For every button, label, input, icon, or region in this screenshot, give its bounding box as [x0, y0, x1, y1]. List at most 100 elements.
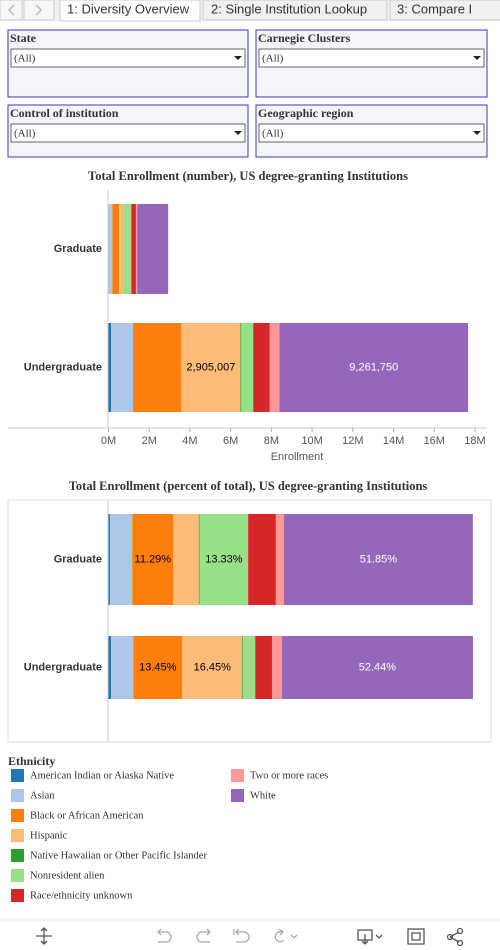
tab[interactable] [389, 0, 500, 21]
tab-label[interactable]: 1: Diversity Overview [67, 1, 190, 16]
filter-dropdown[interactable] [258, 48, 485, 68]
bar-segment[interactable]: Asian [109, 514, 133, 605]
bar-segment[interactable]: Nonresident alien [241, 323, 254, 412]
bar-segment[interactable]: White [283, 514, 473, 605]
bar-segment[interactable]: Nonresident alien [199, 514, 249, 605]
bar-segment[interactable]: Black or African American [132, 514, 174, 605]
bar-segment[interactable]: Asian [111, 323, 133, 412]
bar-segment[interactable]: Hispanic [173, 514, 199, 605]
revert-icon[interactable] [233, 928, 250, 943]
legend-label[interactable]: Race/ethnicity unknown [30, 890, 133, 901]
filter-value[interactable]: (All) [14, 53, 36, 65]
bar-segment[interactable]: Black or African American [133, 636, 183, 699]
tab[interactable] [202, 0, 388, 21]
bar-segment[interactable]: Black or African American [132, 323, 182, 412]
bar-segment[interactable]: Two or more races [269, 323, 280, 412]
bar-segment[interactable]: Hispanic [182, 636, 243, 699]
legend-label[interactable]: Native Hawaiian or Other Pacific Islande… [30, 850, 207, 861]
legend-swatch[interactable] [231, 769, 244, 782]
legend-swatch[interactable] [11, 769, 24, 782]
x-tick-label: 10M [301, 435, 322, 447]
download-icon[interactable] [357, 929, 383, 945]
tab-active[interactable] [59, 0, 201, 22]
legend-swatch[interactable] [11, 809, 24, 822]
legend-label[interactable]: Black or African American [30, 810, 144, 821]
x-tick-label: 12M [342, 435, 363, 447]
bar-segment[interactable]: Native Hawaiian or Other Pacific Islande… [242, 636, 244, 699]
bar-segment[interactable]: Nonresident alien [123, 204, 132, 294]
bar-segment[interactable]: White [281, 636, 473, 699]
y-tick-label: Graduate [54, 243, 102, 255]
legend-swatch[interactable] [231, 789, 244, 802]
legend-label[interactable]: Asian [30, 790, 55, 801]
filter-dropdown[interactable] [258, 123, 485, 143]
x-tick-label: 4M [182, 435, 197, 447]
legend-label[interactable]: Nonresident alien [30, 870, 105, 881]
filters: State (All) Carnegie Clusters (All) Control … [7, 29, 488, 158]
bar-segment[interactable]: Race/ethnicity unknown [253, 323, 270, 412]
legend-label[interactable]: White [250, 790, 276, 801]
dropdown-arrow [473, 131, 481, 135]
tab-next[interactable] [23, 0, 55, 21]
bar-segment[interactable]: Race/ethnicity unknown [248, 514, 276, 605]
legend-swatch[interactable] [11, 789, 24, 802]
filter-value[interactable]: (All) [262, 53, 284, 65]
bar-segment[interactable]: White [137, 204, 169, 294]
bar-segment[interactable]: Two or more races [135, 204, 138, 294]
y-tick-label: Undergraduate [24, 661, 102, 673]
bar-segment[interactable]: Asian [111, 636, 134, 699]
bar-segment[interactable]: American Indian or Alaska Native [108, 514, 110, 605]
legend-label[interactable]: Two or more races [250, 770, 328, 781]
dropdown-arrow [473, 56, 481, 60]
tab-label[interactable]: 3: Compare I [397, 1, 472, 16]
share-dot [456, 927, 464, 935]
undo-icon[interactable] [157, 928, 172, 943]
bar-segment[interactable]: Hispanic [119, 204, 124, 294]
filter-dropdown[interactable] [10, 123, 246, 143]
bar-segment[interactable]: American Indian or Alaska Native [108, 323, 112, 412]
bar-segment[interactable]: Native Hawaiian or Other Pacific Islande… [198, 514, 200, 605]
value-label: 11.29% [135, 553, 172, 565]
legend-swatch[interactable] [11, 849, 24, 862]
legend-swatch[interactable] [11, 829, 24, 842]
bar-segment[interactable]: Black or African American [112, 204, 120, 294]
bar-segment[interactable]: White [279, 323, 469, 412]
legend-swatch[interactable] [11, 869, 24, 882]
legend-title: Ethnicity [8, 754, 55, 768]
bar-segment[interactable]: Hispanic [181, 323, 241, 412]
bar-segment[interactable]: Asian [108, 204, 113, 294]
filter-value[interactable]: (All) [262, 128, 284, 140]
move-icon[interactable] [36, 927, 52, 945]
bar-segment[interactable]: Nonresident alien [243, 636, 256, 699]
dropdown-arrow [234, 131, 242, 135]
redo-icon[interactable] [196, 928, 211, 943]
bar-segment[interactable]: Race/ethnicity unknown [255, 636, 272, 699]
x-tick-label: 14M [383, 435, 404, 447]
share-dot [456, 939, 464, 947]
tab-prev[interactable] [0, 0, 23, 21]
legend: Ethnicity American Indian or Alaska Nati… [8, 754, 328, 902]
bar-segment[interactable]: Race/ethnicity unknown [131, 204, 136, 294]
legend-swatch[interactable] [11, 889, 24, 902]
share-dot [446, 933, 454, 941]
charts: Total Enrollment (number), US degree-gra… [7, 169, 492, 743]
filter-value[interactable]: (All) [14, 128, 36, 140]
bar-segment[interactable]: Native Hawaiian or Other Pacific Islande… [240, 323, 242, 412]
refresh-icon[interactable] [274, 928, 298, 943]
bar-segment[interactable]: Two or more races [275, 514, 284, 605]
filter-dropdown[interactable] [10, 48, 246, 68]
value-label: 2,905,007 [186, 361, 235, 373]
legend-label[interactable]: American Indian or Alaska Native [30, 770, 174, 781]
legend-label[interactable]: Hispanic [30, 830, 68, 841]
value-label: 13.33% [205, 553, 243, 565]
chart-title: Total Enrollment (number), US degree-gra… [88, 169, 408, 183]
dropdown-arrow [234, 56, 242, 60]
fullscreen-icon[interactable] [407, 928, 425, 945]
tab-label[interactable]: 2: Single Institution Lookup [211, 1, 367, 16]
y-tick-label: Undergraduate [24, 361, 102, 373]
bar-segment[interactable]: Two or more races [271, 636, 282, 699]
bar-segment[interactable]: American Indian or Alaska Native [108, 636, 112, 699]
share-icon[interactable] [449, 931, 460, 943]
